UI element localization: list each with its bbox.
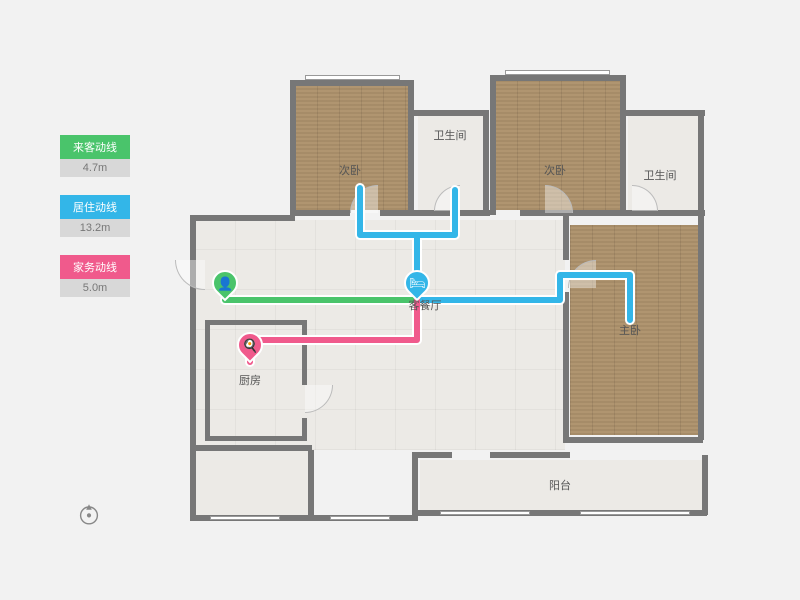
window bbox=[305, 75, 400, 80]
wall bbox=[563, 215, 569, 260]
room-label: 阳台 bbox=[549, 477, 571, 493]
wall bbox=[308, 450, 314, 520]
wall bbox=[698, 215, 704, 440]
wall bbox=[412, 455, 418, 515]
legend-value: 4.7m bbox=[60, 159, 130, 177]
wall bbox=[413, 110, 488, 116]
window bbox=[210, 516, 280, 520]
door-arc bbox=[175, 260, 205, 290]
wall bbox=[490, 75, 625, 81]
chores-icon: 🍳 bbox=[242, 339, 258, 352]
room-次卧 bbox=[295, 85, 410, 210]
floorplan: 👤🛏🍳次卧卫生间次卧卫生间主卧客餐厅厨房阳台 bbox=[180, 60, 740, 540]
wall bbox=[302, 320, 307, 385]
room-label: 卫生间 bbox=[644, 167, 677, 183]
room-label: 厨房 bbox=[239, 372, 261, 388]
wall bbox=[205, 320, 305, 325]
legend-item-living: 居住动线 13.2m bbox=[60, 195, 130, 237]
wall bbox=[625, 110, 705, 116]
wall bbox=[190, 445, 312, 451]
wall bbox=[620, 75, 626, 215]
window bbox=[580, 511, 690, 515]
wall bbox=[290, 210, 350, 216]
wall bbox=[408, 80, 414, 215]
room-label: 次卧 bbox=[339, 162, 361, 178]
wall bbox=[290, 80, 413, 86]
wall bbox=[205, 436, 307, 441]
wall bbox=[490, 75, 496, 215]
legend-label: 来客动线 bbox=[60, 135, 130, 159]
room-label: 客餐厅 bbox=[409, 297, 442, 313]
wall bbox=[563, 437, 703, 443]
legend-item-guest: 来客动线 4.7m bbox=[60, 135, 130, 177]
marker-guest: 👤 bbox=[212, 270, 238, 304]
wall bbox=[698, 110, 704, 215]
wall bbox=[490, 452, 570, 458]
room-label: 卫生间 bbox=[434, 127, 467, 143]
legend-item-chores: 家务动线 5.0m bbox=[60, 255, 130, 297]
wall bbox=[205, 320, 210, 440]
room-label: 主卧 bbox=[619, 322, 641, 338]
window bbox=[505, 70, 610, 75]
wall bbox=[190, 215, 295, 221]
living-icon: 🛏 bbox=[409, 277, 426, 290]
wall bbox=[563, 292, 569, 442]
legend-value: 5.0m bbox=[60, 279, 130, 297]
legend-label: 家务动线 bbox=[60, 255, 130, 279]
room-label: 次卧 bbox=[544, 162, 566, 178]
wall bbox=[483, 110, 489, 215]
compass-icon bbox=[75, 500, 103, 528]
marker-chores: 🍳 bbox=[237, 332, 263, 366]
wall bbox=[412, 452, 452, 458]
window bbox=[330, 516, 390, 520]
guest-icon: 👤 bbox=[217, 277, 233, 290]
legend: 来客动线 4.7m 居住动线 13.2m 家务动线 5.0m bbox=[60, 135, 130, 315]
legend-label: 居住动线 bbox=[60, 195, 130, 219]
wall bbox=[702, 455, 708, 515]
legend-value: 13.2m bbox=[60, 219, 130, 237]
room-储物 bbox=[195, 450, 310, 518]
wall bbox=[290, 80, 296, 215]
window bbox=[440, 511, 530, 515]
